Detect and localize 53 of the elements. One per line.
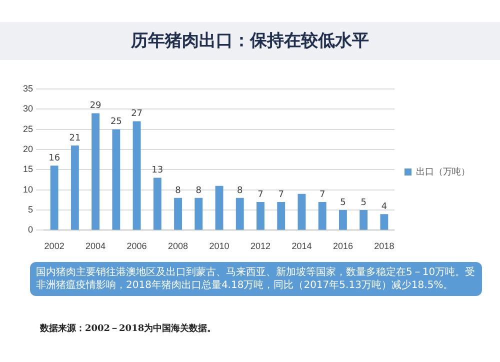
y-tick-label: 20 bbox=[22, 144, 34, 154]
x-tick-label: 2008 bbox=[168, 241, 188, 252]
y-tick-label: 15 bbox=[22, 164, 34, 174]
legend-label: 出口（万吨） bbox=[416, 166, 470, 176]
bar bbox=[153, 178, 162, 230]
bar bbox=[70, 145, 79, 230]
data-label: 8 bbox=[237, 186, 244, 196]
chart-title: 历年猪肉出口：保持在较低水平 bbox=[0, 22, 500, 60]
data-label: 27 bbox=[131, 109, 143, 120]
data-label: 4 bbox=[381, 202, 388, 212]
data-label: 7 bbox=[319, 190, 326, 200]
x-tick-label: 2002 bbox=[44, 241, 64, 252]
bar bbox=[298, 194, 306, 230]
x-tick-label: 2018 bbox=[374, 241, 394, 252]
x-tick-label: 2006 bbox=[126, 241, 147, 252]
data-label: 16 bbox=[48, 153, 60, 164]
bar bbox=[112, 129, 120, 230]
data-label: 25 bbox=[110, 117, 122, 128]
bar bbox=[338, 210, 347, 230]
y-tick-label: 30 bbox=[22, 104, 34, 114]
text: 国内猪肉主要销往港澳地区及出口到蒙古、马来西亚、新加坡等国家，数量多稳定在5－10万吨。受非洲猪瘟疫情影响，2018年猪肉出口总量4.18万吨，同比（2017年5.13万吨）减少18.5%。 bbox=[30, 262, 482, 296]
data-label: 5 bbox=[360, 198, 366, 208]
bar bbox=[50, 166, 58, 230]
data-label: 29 bbox=[90, 101, 102, 112]
bar bbox=[92, 113, 100, 230]
bar bbox=[256, 202, 264, 230]
x-tick-label: 2016 bbox=[332, 241, 353, 252]
bar bbox=[236, 198, 244, 230]
data-label: 13 bbox=[152, 166, 164, 176]
bar bbox=[360, 210, 368, 230]
x-tick-label: 2004 bbox=[86, 241, 106, 252]
bar bbox=[215, 186, 224, 230]
data-label: 7 bbox=[278, 190, 284, 200]
bar bbox=[132, 121, 141, 230]
data-label: 5 bbox=[340, 198, 346, 208]
y-tick-label: 35 bbox=[22, 83, 34, 94]
bar bbox=[380, 214, 388, 230]
y-tick-label: 10 bbox=[22, 184, 34, 194]
data-label: 8 bbox=[196, 186, 202, 196]
bar bbox=[194, 198, 203, 230]
data-label: 8 bbox=[175, 186, 182, 196]
bar bbox=[318, 202, 326, 230]
x-tick-label: 2014 bbox=[292, 241, 312, 252]
data-label: 21 bbox=[69, 133, 81, 144]
source-note: 数据来源：2002－2018为中国海关数据。 bbox=[40, 322, 216, 335]
bar bbox=[174, 198, 182, 230]
y-tick-label: 5 bbox=[28, 204, 34, 215]
x-tick-label: 2012 bbox=[250, 241, 271, 252]
data-label: 7 bbox=[258, 190, 264, 200]
bar bbox=[277, 202, 286, 230]
y-tick-label: 25 bbox=[22, 124, 34, 134]
y-tick-label: 0 bbox=[28, 224, 34, 235]
x-tick-label: 2010 bbox=[209, 241, 230, 252]
